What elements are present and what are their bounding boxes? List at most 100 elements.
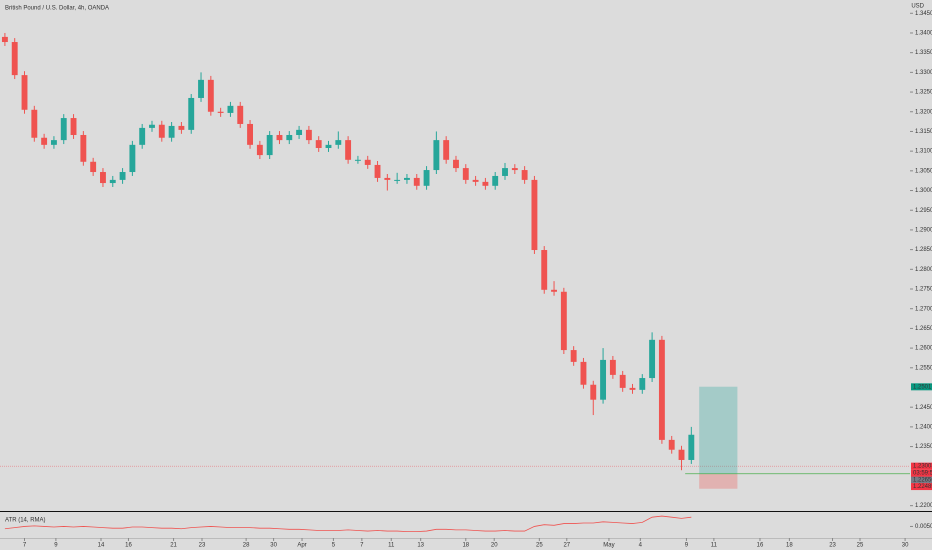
candle-body — [168, 125, 175, 138]
price-label-bg — [911, 476, 932, 484]
x-tick-label: 7 — [23, 543, 27, 549]
candle-body — [335, 140, 342, 145]
price-label-bg — [911, 462, 932, 470]
x-tick-label: 23 — [829, 543, 836, 549]
candle-body — [462, 168, 469, 180]
x-tick-label: 11 — [388, 543, 395, 549]
candle-body — [11, 42, 18, 76]
y-tick-label: 1.25500 — [915, 365, 932, 371]
x-tick-label: Apr — [297, 543, 306, 549]
candle-body — [521, 170, 528, 180]
candle-body — [374, 164, 381, 178]
candle-body — [354, 159, 361, 161]
y-tick-label: 1.31000 — [915, 149, 932, 155]
x-tick-label: 9 — [685, 543, 689, 549]
candle-body — [345, 140, 352, 160]
stop-zone — [699, 473, 738, 489]
candle-body — [296, 129, 303, 135]
candle-body — [443, 140, 450, 160]
candle-body — [217, 111, 224, 113]
y-tick-label: 1.34500 — [915, 11, 932, 17]
candle-body — [668, 439, 675, 450]
candle-body — [688, 434, 695, 460]
candle-body — [266, 134, 273, 156]
candle-body — [129, 144, 136, 173]
candle-body — [649, 339, 656, 379]
y-tick-label: 1.27000 — [915, 306, 932, 312]
y-tick-label: 1.30500 — [915, 168, 932, 174]
candle-body — [109, 179, 116, 184]
x-tick-label: 14 — [98, 543, 105, 549]
x-tick-label: 25 — [536, 543, 543, 549]
countdown: 03:59:59 — [913, 471, 932, 477]
y-tick-label: 1.29000 — [915, 228, 932, 234]
candle-body — [60, 118, 67, 141]
x-tick-label: 5 — [332, 543, 336, 549]
candle-body — [384, 177, 391, 180]
candle-body — [227, 105, 234, 113]
price-label: 1.22656 — [913, 477, 932, 483]
candle-body — [325, 144, 332, 148]
candle-body — [100, 172, 106, 184]
y-tick-label: 1.27500 — [915, 287, 932, 293]
price-label-bg — [911, 483, 932, 491]
candle-body — [502, 168, 508, 176]
candle-body — [207, 79, 214, 112]
candle-body — [560, 291, 567, 351]
candle-body — [50, 140, 57, 145]
candle-body — [541, 250, 548, 290]
y-tick-label: 1.32500 — [915, 90, 932, 96]
x-tick-label: 28 — [243, 543, 250, 549]
candle-body — [404, 177, 410, 180]
x-tick-label: 23 — [199, 543, 206, 549]
candle-body — [678, 449, 685, 460]
candle-body — [658, 339, 665, 440]
y-tick-label: 1.31500 — [915, 129, 932, 135]
candle-body — [31, 109, 38, 138]
candle-body — [639, 378, 646, 390]
candle-body — [413, 177, 420, 186]
candle-body — [492, 175, 499, 186]
candle-body — [119, 172, 126, 180]
candle-body — [41, 137, 48, 145]
candle-body — [198, 79, 204, 98]
candle-body — [139, 127, 146, 145]
y-tick-label: 1.24000 — [915, 424, 932, 430]
atr-label: ATR (14, RMA) — [5, 518, 46, 524]
candle-body — [619, 374, 626, 388]
candle-body — [1, 36, 8, 43]
x-tick-label: 18 — [786, 543, 793, 549]
y-tick-label: 1.30000 — [915, 188, 932, 194]
candle-body — [364, 159, 371, 165]
y-tick-label: 1.28500 — [915, 247, 932, 253]
candle-body — [80, 134, 87, 162]
chart-title: British Pound / U.S. Dollar, 4h, OANDA — [5, 6, 109, 12]
y-tick-label: 1.23500 — [915, 444, 932, 450]
x-tick-label: 30 — [270, 543, 277, 549]
candle-body — [247, 123, 253, 145]
candle-body — [158, 124, 165, 138]
candle-body — [149, 124, 155, 128]
price-label-bg — [911, 383, 932, 391]
candle-body — [90, 161, 97, 173]
candle-body — [531, 179, 538, 251]
candle-body — [472, 179, 479, 182]
x-tick-label: 25 — [857, 543, 864, 549]
candle-body — [570, 350, 577, 362]
x-tick-label: 20 — [491, 543, 498, 549]
target-zone — [699, 386, 738, 474]
candle-body — [315, 140, 322, 148]
x-tick-label: 7 — [360, 543, 364, 549]
y-tick-label: 1.29500 — [915, 208, 932, 214]
candle-body — [286, 134, 293, 141]
x-tick-label: 30 — [902, 543, 909, 549]
x-tick-label: 13 — [417, 543, 424, 549]
y-tick-label: 1.33000 — [915, 70, 932, 76]
price-label: 1.25017 — [913, 384, 932, 390]
y-tick-label: 1.32000 — [915, 109, 932, 115]
candle-body — [551, 289, 557, 292]
x-tick-label: May — [603, 543, 614, 549]
candle-body — [21, 75, 28, 110]
